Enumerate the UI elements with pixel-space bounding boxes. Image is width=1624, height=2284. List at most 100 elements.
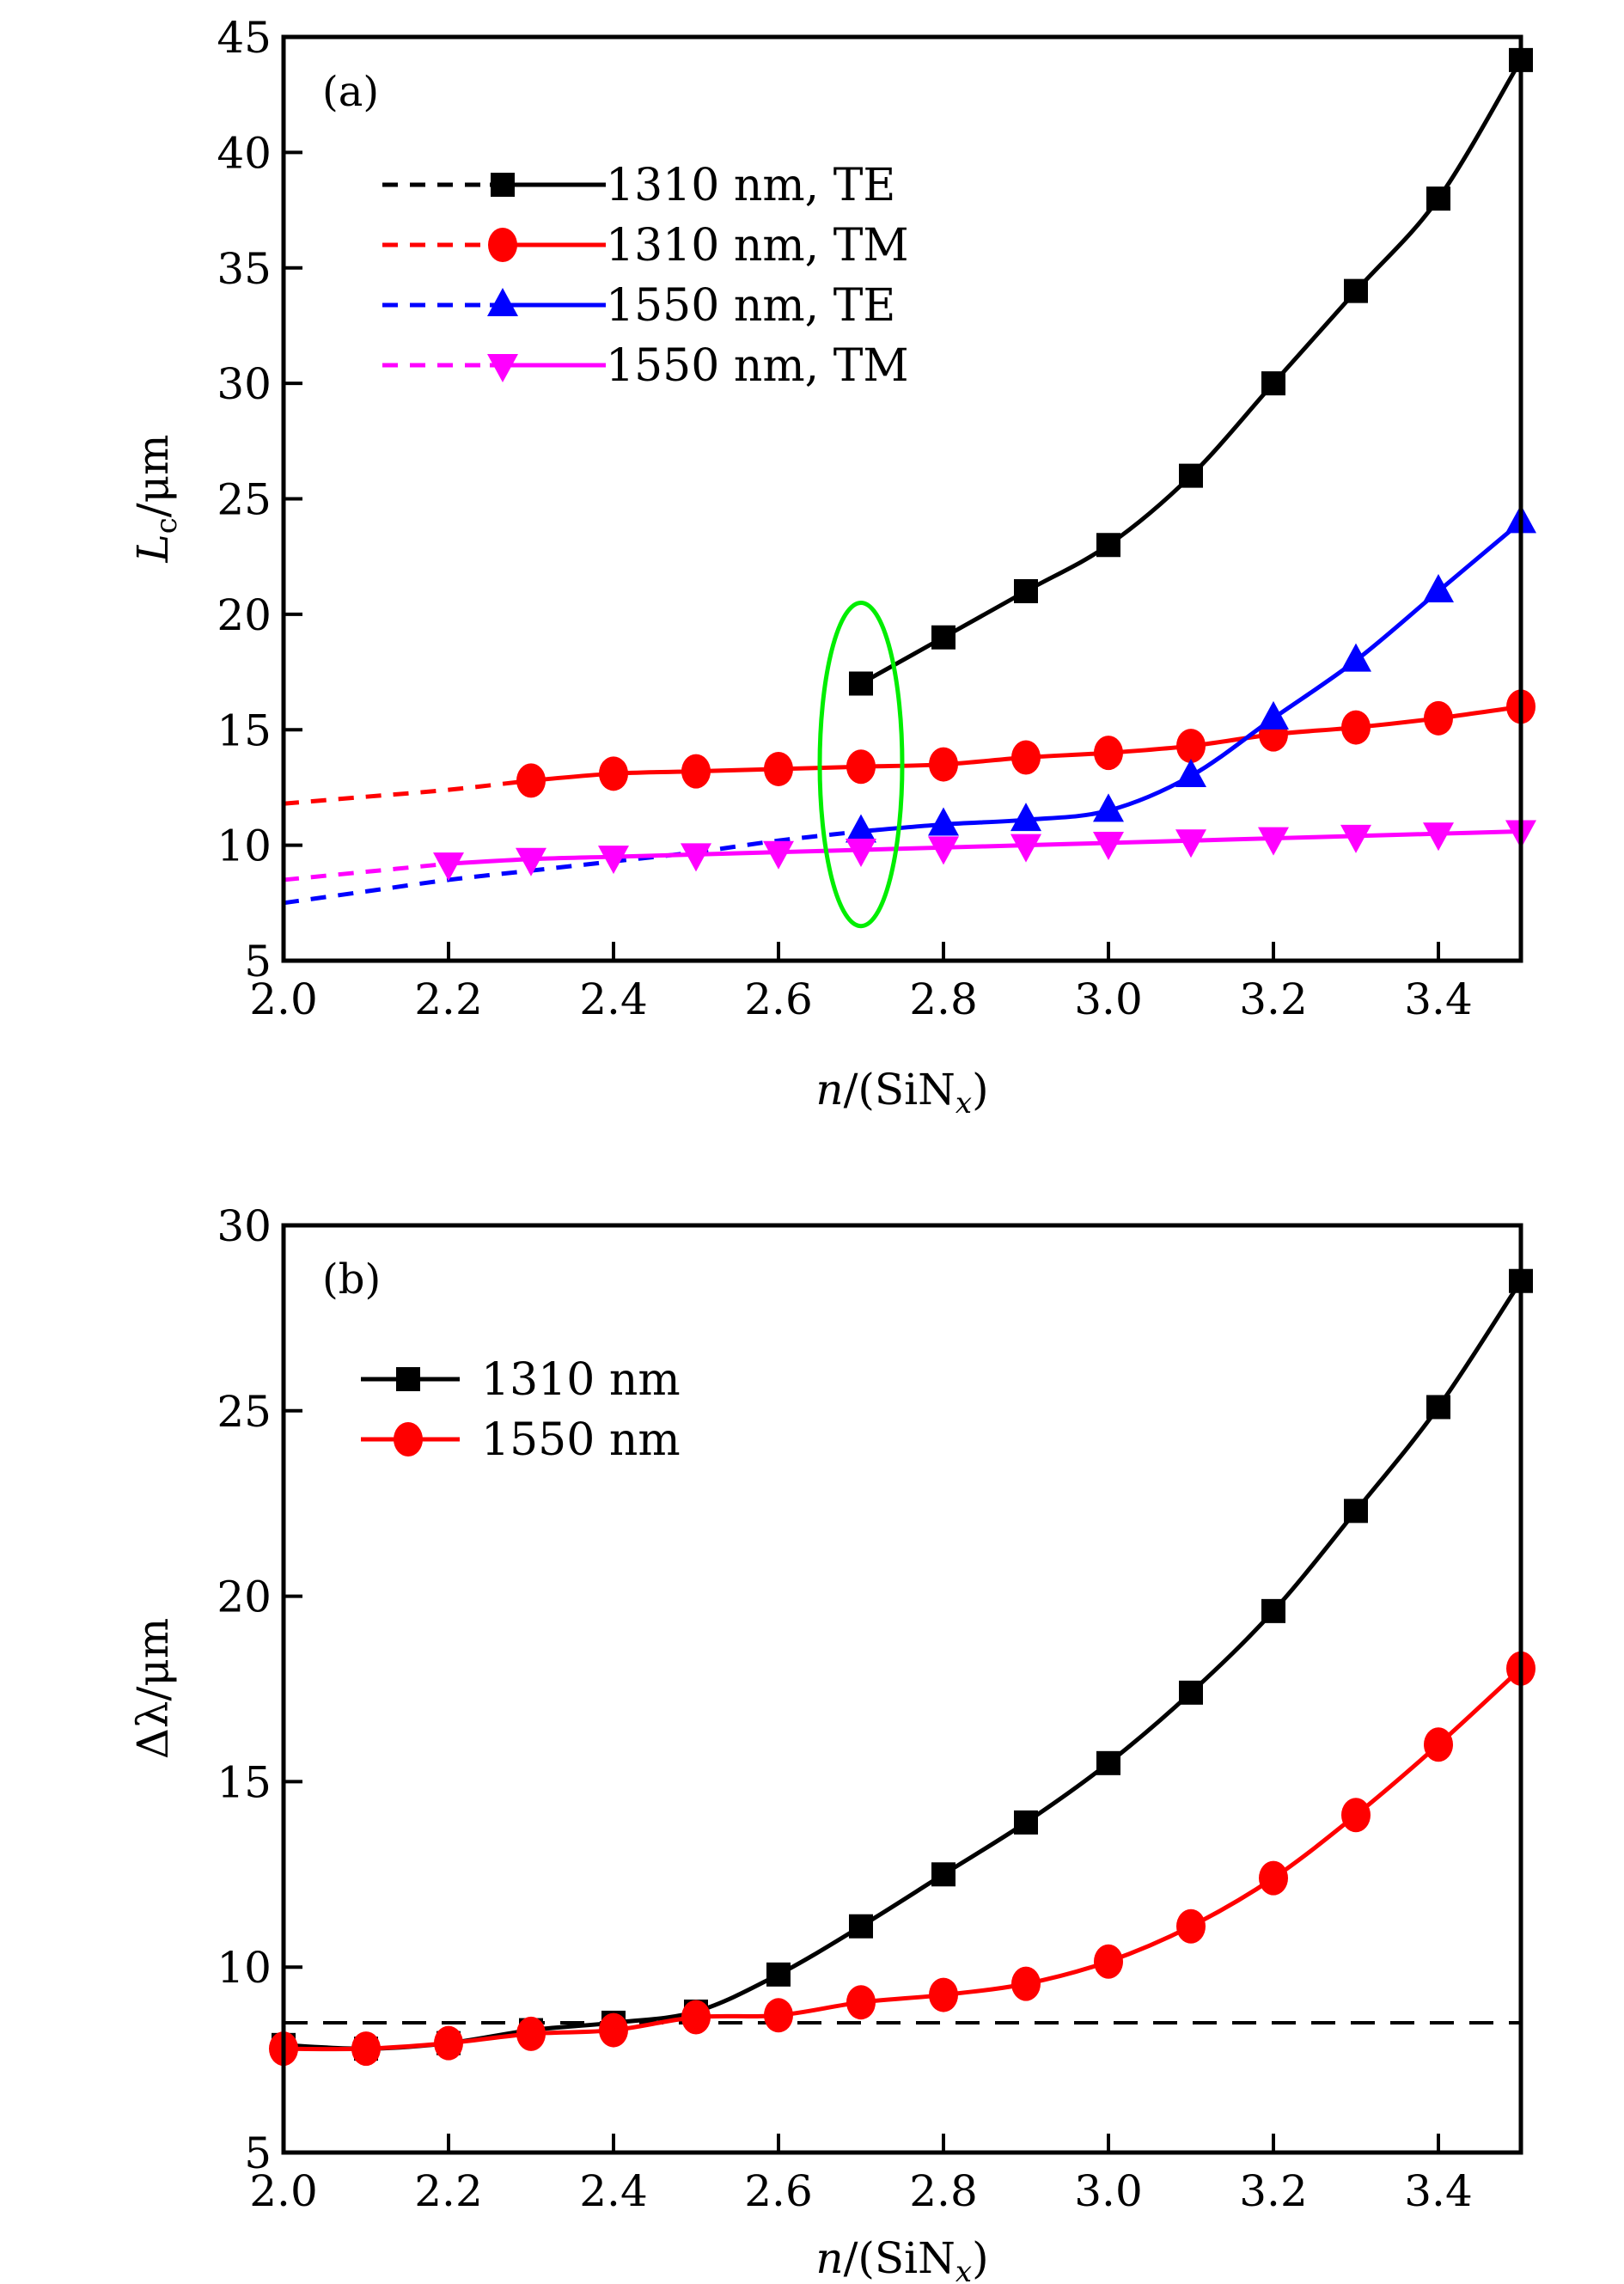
data-point [1179,1680,1203,1705]
data-point [1011,740,1041,775]
y-axis-unit-a: /μm [128,434,178,517]
annotation-layer-a [817,600,905,929]
data-point [351,2031,381,2067]
x-axis-var-b: n [815,2233,843,2283]
y-tick-label: 25 [217,475,272,525]
highlight-ellipse [817,600,905,929]
y-axis-var-b: Δλ [128,1701,178,1759]
series-line [859,58,1523,686]
data-point [1011,1966,1041,2001]
legend-item: 1310 nm [361,1354,681,1406]
series-line [860,520,1523,834]
x-axis-sep-a: /(SiN [844,1065,955,1115]
legend-item: 1550 nm [361,1414,681,1466]
data-point [763,840,794,870]
series-a-1 [283,689,1535,806]
series-layer-a [283,47,1536,906]
data-point [1424,1727,1453,1762]
data-point [849,671,873,696]
y-tick-label: 10 [217,821,272,871]
x-tick-label: 2.0 [249,974,318,1024]
legend-label: 1310 nm [481,1354,681,1406]
x-tick-label: 3.2 [1239,2166,1308,2216]
data-point [846,749,876,785]
data-point [1014,579,1038,603]
data-point [846,1985,876,2020]
chart-panel-a: 2.0 2.2 2.4 2.6 2.8 3.0 3.2 3.4 5 10 15 20 25 30 35 40 4… [128,13,1536,1121]
ticks-a: 2.0 2.2 2.4 2.6 2.8 3.0 3.2 3.4 5 10 15 20 25 30 35 40 4… [217,13,1472,1024]
data-point [681,843,711,872]
data-point [1259,1860,1288,1896]
data-point [1426,1395,1450,1420]
data-point [1423,574,1454,602]
data-point [931,1862,955,1887]
y-tick-label: 15 [217,1757,272,1807]
y-axis-title-a: Lc/μm [128,434,184,563]
data-point [1094,736,1123,771]
data-point [1093,831,1124,860]
data-point [1175,759,1206,787]
x-axis-close-a: ) [972,1065,989,1115]
data-point [846,839,876,867]
data-point [1093,793,1124,822]
x-axis-title-b: n/(SiNx) [815,2233,988,2284]
data-point [1094,1944,1123,1979]
x-tick-label: 2.0 [249,2166,318,2216]
legend-marker-icon [487,354,518,382]
data-point [1261,371,1285,396]
data-point [929,1977,958,2012]
data-point [1175,829,1206,858]
x-tick-label: 2.8 [909,2166,978,2216]
data-point [1010,803,1041,832]
data-point [1340,824,1371,853]
data-point [928,836,959,865]
panel-label-b: (b) [322,1255,381,1304]
y-tick-label: 10 [217,1943,272,1993]
data-point [516,847,546,876]
legend-b: 1310 nm 1550 nm [361,1354,681,1466]
x-tick-label: 3.0 [1074,974,1143,1024]
legend-marker-icon [491,173,515,197]
legend-marker-icon [396,1367,420,1391]
series-dashed-extension [283,861,449,882]
data-point [1176,1908,1206,1944]
data-point [599,756,628,791]
data-point [849,1914,873,1939]
y-tick-label: 15 [217,705,272,755]
series-a-2 [283,504,1536,906]
data-point [598,846,629,875]
data-point [846,814,876,843]
data-point [1096,1750,1120,1775]
legend-label: 1310 nm, TE [606,160,895,211]
data-point [1176,729,1206,764]
x-tick-label: 2.6 [744,2166,813,2216]
y-axis-title-b: Δλ/μm [128,1618,178,1760]
y-tick-label: 5 [244,937,272,986]
data-point [1426,186,1450,211]
y-tick-label: 35 [217,244,272,294]
data-point [1344,1499,1368,1524]
legend-item: 1550 nm, TE [382,280,895,332]
x-axis-close-b: ) [972,2233,989,2283]
x-tick-label: 2.4 [579,2166,648,2216]
y-axis-var-a: L [128,534,178,563]
y-axis-unit-b: /μm [128,1618,178,1701]
ticks-b: 2.0 2.2 2.4 2.6 2.8 3.0 3.2 3.4 5 10 15 20 25 30 [217,1201,1472,2216]
legend-label: 1550 nm, TM [606,340,909,392]
data-point [599,2012,628,2048]
x-tick-label: 2.8 [909,974,978,1024]
y-tick-label: 45 [217,13,272,63]
x-tick-label: 3.4 [1404,2166,1473,2216]
legend-item: 1310 nm, TE [382,160,895,211]
legend-label: 1550 nm, TE [606,280,895,332]
data-point [764,751,793,786]
data-point [928,807,959,836]
legend-marker-icon [394,1422,423,1457]
y-tick-label: 25 [217,1387,272,1437]
x-tick-label: 3.0 [1074,2166,1143,2216]
data-point [516,2016,546,2051]
legend-item: 1550 nm, TM [382,340,909,392]
legend-item: 1310 nm, TM [382,220,909,272]
